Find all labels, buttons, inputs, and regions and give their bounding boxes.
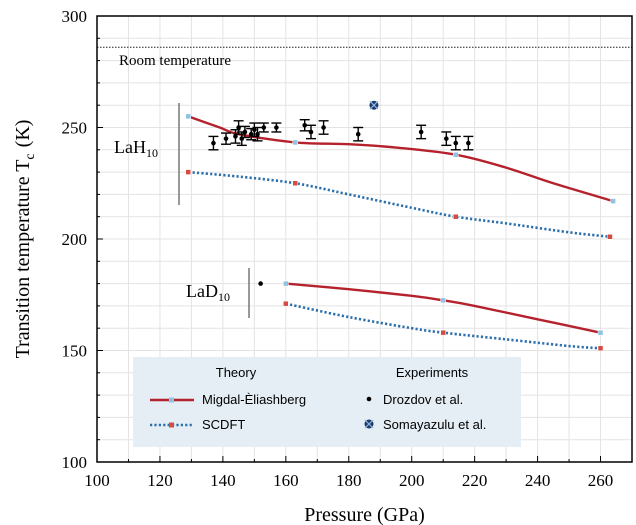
- legend-me-label: Migdal-Èliashberg: [202, 392, 306, 407]
- series-marker: [440, 297, 446, 304]
- y-tick-label: 100: [62, 453, 88, 472]
- drozdov-point: [252, 127, 257, 133]
- group-label-lad10-sub: 10: [218, 290, 230, 304]
- y-tick-label: 200: [62, 230, 88, 249]
- group-label-lad10-main: LaD: [186, 281, 218, 301]
- legend-drozdov-dot: [366, 396, 372, 402]
- legend-somayazulu-label: Somayazulu et al.: [383, 417, 486, 432]
- series-marker: [185, 113, 192, 120]
- drozdov-point: [223, 136, 229, 141]
- series-marker: [607, 234, 613, 240]
- x-tick-label: 200: [399, 471, 425, 490]
- x-tick-label: 220: [462, 471, 488, 490]
- drozdov-point: [236, 125, 241, 130]
- y-axis-title-main: Transition temperature T: [12, 160, 34, 359]
- series-layer: [185, 113, 616, 352]
- series-marker: [597, 329, 604, 336]
- group-label-lah10-main: LaH: [114, 137, 146, 157]
- legend-me-symbol: [150, 397, 194, 403]
- drozdov-point: [453, 140, 459, 146]
- series-marker: [597, 345, 604, 352]
- series-marker: [185, 169, 192, 175]
- x-tick-label: 260: [588, 471, 614, 490]
- series-marker: [610, 198, 616, 204]
- series-line-lah10-scdft: [188, 170, 611, 239]
- y-axis-title-unit: (K): [12, 120, 34, 148]
- legend-scdft-symbol: [150, 422, 194, 428]
- drozdov-point: [418, 129, 424, 135]
- drozdov-point: [258, 281, 263, 286]
- series-line-lah10-me: [187, 115, 614, 203]
- y-tick-label: 250: [62, 119, 88, 138]
- x-tick-label: 140: [210, 471, 236, 490]
- legend-somayazulu-cross: [364, 419, 374, 429]
- drozdov-point: [302, 122, 308, 128]
- x-tick-label: 100: [84, 471, 110, 490]
- x-tick-label: 120: [147, 471, 173, 490]
- drozdov-point: [233, 134, 238, 139]
- room-temperature-label: Room temperature: [119, 53, 231, 69]
- drozdov-point: [444, 136, 449, 141]
- drozdov-point: [261, 125, 267, 130]
- drozdov-point: [242, 129, 248, 135]
- series-marker: [283, 300, 289, 307]
- legend-drozdov-symbol: [366, 396, 372, 402]
- somayazulu-cross: [369, 100, 379, 110]
- y-tick-label: 300: [62, 7, 88, 26]
- legend-theory-title: Theory: [216, 365, 257, 380]
- legend-somayazulu-symbol: [364, 419, 374, 429]
- group-label-lah10-sub: 10: [146, 146, 158, 160]
- y-tick-label: 150: [62, 342, 88, 361]
- x-tick-label: 240: [525, 471, 551, 490]
- series-marker: [440, 329, 446, 336]
- legend-marker: [169, 397, 174, 403]
- svg-text:LaH10: LaH10: [114, 137, 158, 160]
- drozdov-point: [255, 131, 260, 137]
- legend-background: [133, 357, 521, 447]
- drozdov-point: [308, 129, 314, 135]
- svg-text:LaD10: LaD10: [186, 281, 230, 304]
- legend-experiments-title: Experiments: [396, 365, 469, 380]
- legend: Theory Experiments Migdal-Èliashberg SCD…: [133, 357, 521, 447]
- series-marker: [283, 280, 289, 287]
- experiments-layer: [208, 100, 474, 286]
- group-label-lad10: LaD10: [186, 268, 250, 318]
- group-label-lah10: LaH10: [114, 103, 180, 205]
- drozdov-point: [355, 131, 361, 137]
- series-marker: [292, 139, 299, 146]
- legend-marker: [169, 422, 174, 428]
- drozdov-point: [466, 140, 471, 146]
- series-marker: [453, 213, 459, 220]
- legend-drozdov-label: Drozdov et al.: [383, 392, 463, 407]
- y-axis-title: Transition temperature Tc (K): [12, 120, 38, 359]
- series-marker: [453, 151, 459, 158]
- x-axis-title: Pressure (GPa): [304, 504, 425, 525]
- legend-scdft-label: SCDFT: [202, 417, 245, 432]
- series-marker: [292, 180, 299, 186]
- axis-ticks: 100 120 140 160 180 200 220 240 260 100 150 200 250 3…: [62, 7, 633, 490]
- y-axis-title-sub: c: [23, 153, 38, 159]
- x-tick-label: 160: [273, 471, 299, 490]
- drozdov-point: [211, 140, 216, 146]
- drozdov-point: [274, 125, 279, 130]
- drozdov-point: [248, 131, 254, 137]
- x-tick-label: 180: [336, 471, 362, 490]
- drozdov-point: [321, 125, 326, 130]
